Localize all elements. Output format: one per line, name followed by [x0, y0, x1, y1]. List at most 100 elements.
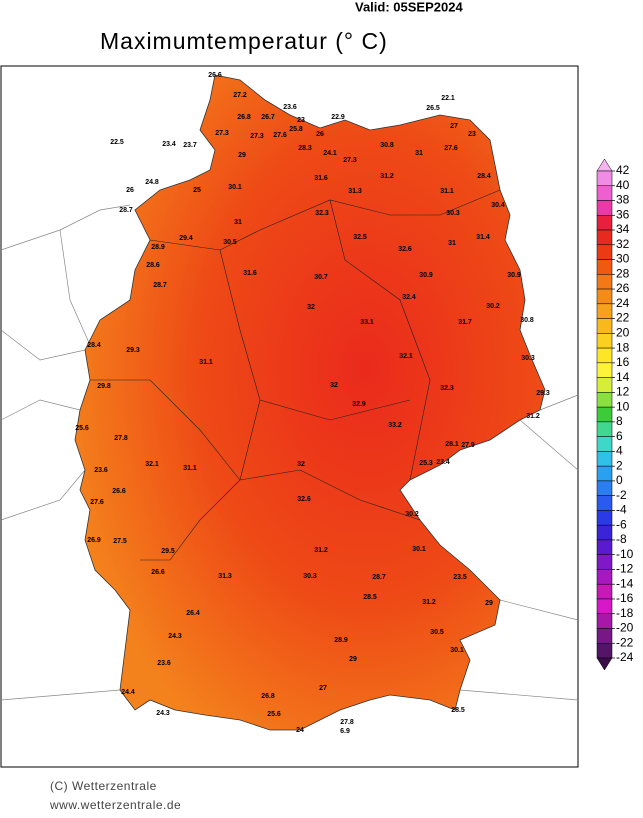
station-value: 32.1 — [145, 461, 159, 468]
station-value: 28.9 — [151, 244, 165, 251]
station-value: 25 — [193, 187, 201, 194]
station-value: 28.5 — [451, 707, 465, 714]
station-value: 30.9 — [419, 272, 433, 279]
station-value: 32 — [297, 461, 305, 468]
station-value: 26.4 — [186, 610, 200, 617]
station-value: 30.3 — [446, 210, 460, 217]
legend-tick-label: -8 — [616, 532, 627, 546]
station-value: 30.2 — [405, 511, 419, 518]
station-value: 23.6 — [157, 660, 171, 667]
station-value: 29.3 — [126, 347, 140, 354]
legend-tick-label: -20 — [616, 621, 634, 635]
station-value: 24.4 — [121, 689, 135, 696]
legend-swatch — [596, 583, 613, 600]
legend-swatch — [596, 318, 613, 334]
station-value: 30.3 — [521, 355, 535, 362]
legend-tick-label: -16 — [616, 591, 634, 605]
station-value: 32.3 — [440, 385, 454, 392]
station-value: 32 — [330, 382, 338, 389]
station-value: 30.2 — [486, 303, 500, 310]
station-value: 26 — [316, 131, 324, 138]
legend-swatch — [596, 244, 613, 260]
station-value: 32.6 — [297, 496, 311, 503]
station-value: 30.7 — [314, 274, 328, 281]
station-value: 22.9 — [331, 114, 345, 121]
legend-tick-label: 4 — [616, 444, 623, 458]
station-value: 23.5 — [453, 574, 467, 581]
legend-tick-label: -4 — [616, 503, 627, 517]
legend-swatch — [596, 421, 613, 437]
station-value: 27.3 — [250, 133, 264, 140]
station-value: 27 — [450, 123, 458, 130]
station-value: 31.1 — [183, 465, 197, 472]
station-value: 28.5 — [363, 594, 377, 601]
station-value: 26.9 — [87, 537, 101, 544]
legend-tick-label: 2 — [616, 458, 623, 472]
station-value: 24 — [296, 727, 304, 734]
station-value: 31.7 — [458, 319, 472, 326]
station-value: 30.8 — [380, 142, 394, 149]
station-value: 27.6 — [90, 499, 104, 506]
station-value: 26.8 — [237, 114, 251, 121]
legend-tick-label: 38 — [616, 193, 630, 207]
station-value: 27.3 — [343, 157, 357, 164]
station-value: 28.4 — [87, 342, 101, 349]
station-value: 26.5 — [426, 105, 440, 112]
neighbor-borders — [0, 204, 579, 701]
legend-tick-label: 30 — [616, 252, 630, 266]
station-value: 27 — [319, 685, 327, 692]
station-value: 23.6 — [283, 104, 297, 111]
station-value: 23 — [297, 117, 305, 124]
legend-tick-label: 22 — [616, 311, 630, 325]
station-value: 29 — [485, 600, 493, 607]
station-value: 26.6 — [151, 569, 165, 576]
valid-date: Valid: 05SEP2024 — [355, 0, 463, 14]
station-value: 25.6 — [267, 711, 281, 718]
station-value: 32.4 — [402, 294, 416, 301]
legend-tick-label: 36 — [616, 207, 630, 221]
station-value: 29.3 — [536, 390, 550, 397]
legend-top-cap — [596, 158, 613, 172]
station-value: 28.6 — [146, 262, 160, 269]
legend-tick-label: -12 — [616, 562, 634, 576]
station-value: 23.7 — [183, 142, 197, 149]
station-value: 29.5 — [161, 548, 175, 555]
station-value: 30.1 — [228, 184, 242, 191]
source-url: www.wetterzentrale.de — [49, 798, 181, 812]
station-value: 27.8 — [114, 435, 128, 442]
legend-swatch — [596, 185, 613, 201]
legend-swatch — [596, 259, 613, 275]
legend-tick-label: 40 — [616, 178, 630, 192]
legend-tick-label: 18 — [616, 340, 630, 354]
legend-swatch — [596, 288, 613, 305]
germany — [74, 74, 546, 731]
station-value: 30.5 — [430, 629, 444, 636]
station-value: 31.2 — [380, 173, 394, 180]
station-value: 30.9 — [507, 272, 521, 279]
legend-tick-label: 24 — [616, 296, 630, 310]
legend-tick-label: 20 — [616, 326, 630, 340]
legend-swatch — [596, 524, 613, 541]
station-value: 27.6 — [444, 145, 458, 152]
station-value: 31.2 — [422, 599, 436, 606]
legend-tick-label: 12 — [616, 385, 630, 399]
station-value: 31.1 — [440, 188, 454, 195]
legend-swatch — [596, 436, 613, 452]
legend-swatch — [596, 613, 613, 629]
legend-swatch — [596, 451, 613, 467]
legend-tick-label: 14 — [616, 370, 630, 384]
legend-tick-label: -2 — [616, 488, 627, 502]
station-value: 23.6 — [94, 467, 108, 474]
legend-swatch — [596, 510, 613, 526]
legend-swatch — [596, 303, 613, 319]
station-value: 25.8 — [289, 126, 303, 133]
legend-tick-label: 28 — [616, 266, 630, 280]
legend-swatch — [596, 554, 613, 570]
station-value: 26.7 — [261, 114, 275, 121]
legend-swatch — [596, 200, 613, 216]
legend-swatch — [596, 480, 613, 496]
station-value: 30.1 — [450, 647, 464, 654]
legend-tick-label: 16 — [616, 355, 630, 369]
legend-swatch — [596, 362, 613, 378]
